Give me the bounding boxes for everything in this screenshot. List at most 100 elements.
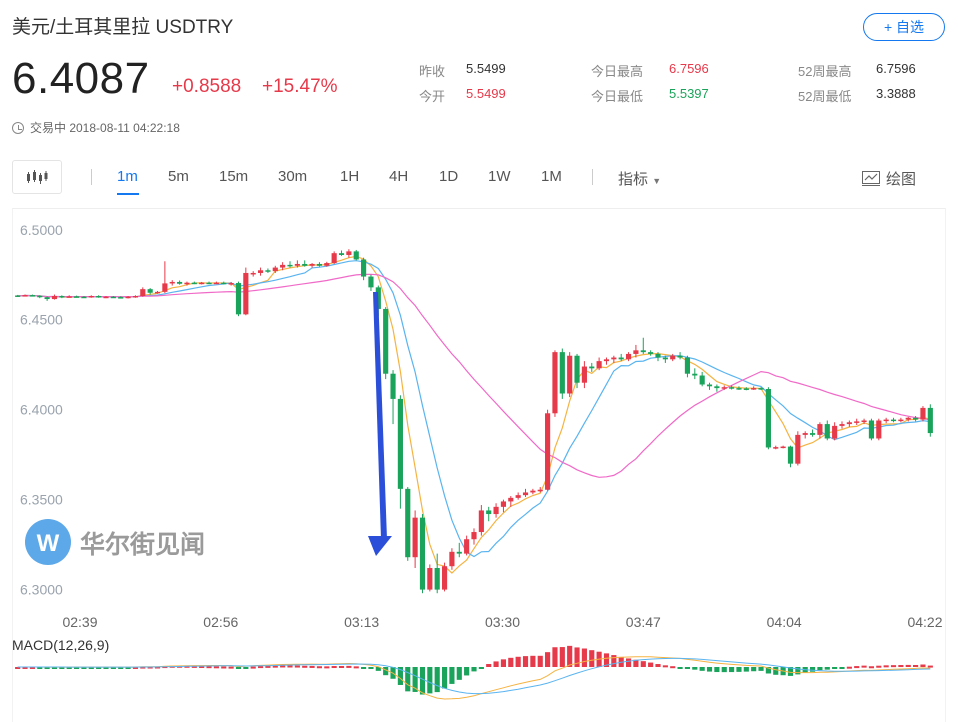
candle-body xyxy=(353,251,359,260)
macd-histogram-bar xyxy=(265,665,271,668)
macd-histogram-bar xyxy=(441,667,448,689)
candle-body xyxy=(596,361,602,369)
candle-body xyxy=(522,492,529,496)
timeframe-1m[interactable]: 1m xyxy=(117,168,138,185)
timeframe-1h[interactable]: 1H xyxy=(340,168,360,185)
open-value: 5.5499 xyxy=(466,86,506,101)
y-axis: 6.5000 6.4500 6.4000 6.3500 6.3000 xyxy=(20,222,63,598)
macd-histogram-bar xyxy=(545,652,551,667)
macd-histogram-bar xyxy=(743,667,749,672)
candle-body xyxy=(743,388,749,390)
macd-histogram-bar xyxy=(913,664,919,667)
candle-body xyxy=(390,373,396,399)
watermark-logo-letter: W xyxy=(37,530,60,557)
macd-histogram-bar xyxy=(611,655,617,667)
macd-histogram-bar xyxy=(714,667,720,673)
y-tick-label: 6.5000 xyxy=(20,222,63,238)
timeframe-5m[interactable]: 5m xyxy=(168,168,189,185)
candle-body xyxy=(324,263,330,266)
macd-histogram-bar xyxy=(361,667,367,669)
candle-body xyxy=(154,291,161,294)
candle-body xyxy=(736,388,742,390)
macd-histogram-bar xyxy=(670,666,676,669)
macd-histogram-bar xyxy=(552,647,558,667)
candle-body xyxy=(854,421,860,423)
candle-body xyxy=(589,366,595,369)
watermark: W 华尔街见闻 xyxy=(25,519,205,565)
candle-body xyxy=(603,359,610,362)
candle-body xyxy=(29,295,35,297)
macd-histogram-bar xyxy=(662,665,668,668)
chart-draw-icon xyxy=(862,171,880,186)
caret-down-icon: ▼ xyxy=(652,176,662,186)
x-tick-label: 02:39 xyxy=(62,614,97,630)
candle-body xyxy=(103,296,109,299)
macd-histogram-bar xyxy=(213,666,219,669)
draw-button[interactable]: 绘图 xyxy=(862,168,916,189)
candle-body xyxy=(22,295,28,297)
price-change-percent: +15.47% xyxy=(262,76,338,97)
y-tick-label: 6.3500 xyxy=(20,492,63,508)
week52-low-label: 52周最低 xyxy=(798,89,852,104)
timeframe-1w[interactable]: 1W xyxy=(488,168,511,185)
candle-body xyxy=(427,568,433,590)
candle-body xyxy=(581,366,587,383)
timeframe-4h[interactable]: 4H xyxy=(389,168,409,185)
candle-body xyxy=(714,386,720,389)
candle-body xyxy=(633,350,639,354)
candle-body xyxy=(773,447,779,449)
y-tick-label: 6.4000 xyxy=(20,402,63,418)
candle-body xyxy=(191,282,197,285)
clock-icon xyxy=(12,121,24,134)
candle-body xyxy=(302,263,308,266)
macd-histogram-bar xyxy=(125,667,131,669)
macd-histogram-bar xyxy=(250,666,256,669)
macd-histogram-bar xyxy=(890,665,897,668)
watermark-text: 华尔街见闻 xyxy=(80,530,205,559)
macd-histogram-bar xyxy=(397,667,403,685)
timeframe-15m[interactable]: 15m xyxy=(219,168,249,185)
macd-histogram-bar xyxy=(537,655,543,667)
timeframe-1d[interactable]: 1D xyxy=(439,168,459,185)
candle-body xyxy=(662,357,668,360)
chart-panel xyxy=(12,208,946,722)
candle-body xyxy=(449,551,455,567)
timeframe-1mo[interactable]: 1M xyxy=(541,168,562,185)
candle-body xyxy=(574,355,580,383)
candle-body xyxy=(809,433,816,435)
macd-histogram-bar xyxy=(530,655,536,667)
candle-body xyxy=(640,350,646,353)
candle-body xyxy=(545,413,551,490)
macd-histogram-bar xyxy=(221,666,227,669)
candle-body xyxy=(361,259,367,277)
macd-histogram-bar xyxy=(118,667,124,669)
macd-histogram-bar xyxy=(272,665,278,668)
timeframe-30m[interactable]: 30m xyxy=(278,168,308,185)
macd-panel xyxy=(15,645,933,700)
macd-histogram-bar xyxy=(309,665,315,668)
indicator-dropdown[interactable]: 指标 ▼ xyxy=(618,168,661,189)
macd-histogram-bar xyxy=(88,667,94,669)
candle-body xyxy=(861,420,867,422)
candle-body xyxy=(478,510,484,533)
add-watchlist-button[interactable]: + 自选 xyxy=(863,13,945,41)
candle-body xyxy=(206,282,212,285)
x-tick-label: 04:04 xyxy=(767,614,802,630)
candle-body xyxy=(51,295,58,300)
page-title: 美元/土耳其里拉 USDTRY xyxy=(12,17,234,38)
candle-body xyxy=(464,539,470,554)
day-high-value: 6.7596 xyxy=(669,61,709,76)
week52-high-value: 6.7596 xyxy=(876,61,916,76)
macd-histogram-bar xyxy=(751,667,757,672)
candle-body xyxy=(508,497,514,502)
x-axis: 02:39 02:56 03:13 03:30 03:47 04:04 04:22 xyxy=(62,614,942,630)
candle-body xyxy=(486,510,492,515)
candle-body xyxy=(405,488,411,558)
candle-body xyxy=(15,295,21,297)
candlestick-type-button[interactable] xyxy=(12,160,62,194)
macd-histogram-bar xyxy=(758,667,764,671)
candle-body xyxy=(611,357,617,360)
candle-body xyxy=(250,272,256,275)
macd-histogram-bar xyxy=(515,656,521,667)
